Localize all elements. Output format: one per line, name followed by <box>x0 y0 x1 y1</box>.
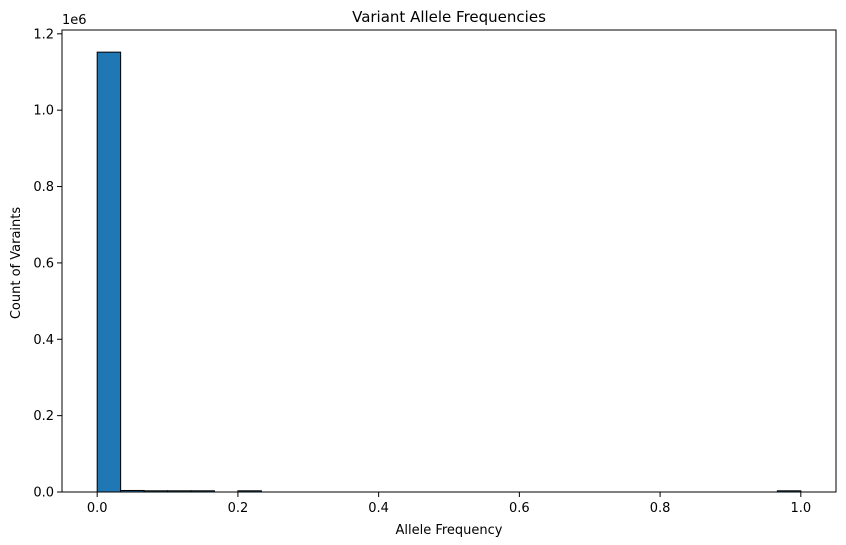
x-tick-label-4: 0.8 <box>650 501 671 516</box>
x-tick-label-0: 0.0 <box>87 501 108 516</box>
y-axis-offset-label: 1e6 <box>62 13 87 28</box>
x-axis-ticks: 0.0 0.2 0.4 0.6 0.8 1.0 <box>87 492 811 516</box>
y-tick-label-4: 0.8 <box>33 180 54 195</box>
y-tick-label-0: 0.0 <box>33 486 54 501</box>
chart-title: Variant Allele Frequencies <box>352 8 546 26</box>
y-tick-label-5: 1.0 <box>33 104 54 119</box>
y-axis-label: Count of Varaints <box>9 207 24 320</box>
x-tick-label-2: 0.4 <box>368 501 389 516</box>
y-tick-label-6: 1.2 <box>33 27 54 42</box>
y-axis-ticks: 0.0 0.2 0.4 0.6 0.8 1.0 1.2 <box>33 27 62 501</box>
y-tick-label-1: 0.2 <box>33 409 54 424</box>
x-axis-label: Allele Frequency <box>395 523 502 538</box>
x-tick-label-5: 1.0 <box>790 501 811 516</box>
x-tick-label-1: 0.2 <box>228 501 249 516</box>
x-tick-label-3: 0.6 <box>509 501 530 516</box>
histogram-bar-0 <box>96 51 122 493</box>
y-tick-label-2: 0.4 <box>33 333 54 348</box>
histogram-bars <box>96 51 802 493</box>
plot-area-frame <box>61 29 837 493</box>
y-tick-label-3: 0.6 <box>33 256 54 271</box>
